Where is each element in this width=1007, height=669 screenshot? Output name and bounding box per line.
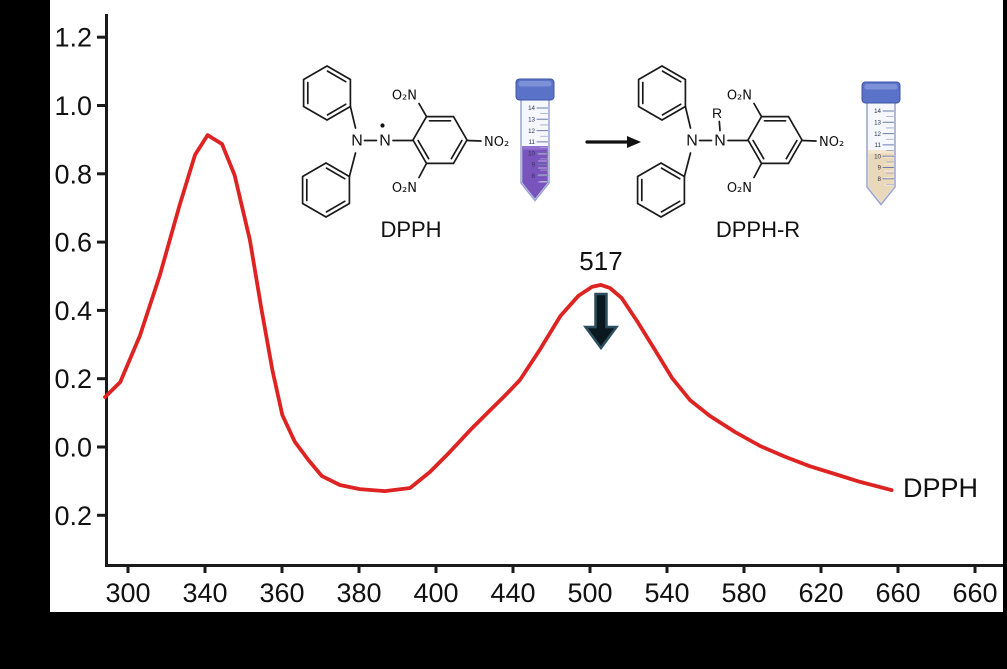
- tube-liquid-surface: [868, 150, 894, 154]
- y-tick-label: 0.8: [54, 159, 92, 189]
- tube-scale-number: 14: [528, 105, 535, 112]
- tube-scale-number: 11: [875, 142, 882, 149]
- x-tick-label: 340: [182, 578, 227, 608]
- double-bond: [325, 167, 346, 180]
- dpph-bonds: [348, 102, 482, 179]
- y-axis-ticks: 1.2 1.0 0.8 0.6 0.4 0.2 0.0 0.2: [54, 23, 105, 531]
- x-axis-ticks: 300 340 360 380 400 440 500 540 580 620 660 660: [105, 565, 998, 608]
- x-tick-label: 660: [952, 578, 997, 608]
- y-tick-label: 1.0: [54, 91, 92, 121]
- x-tick-label: 580: [721, 578, 766, 608]
- x-tick-label: 380: [336, 578, 381, 608]
- tube-scale-number: 11: [529, 139, 536, 146]
- x-tick-label: 540: [644, 578, 689, 608]
- x-tick-label: 500: [567, 578, 612, 608]
- x-tick-label: 300: [105, 578, 150, 608]
- y-tick-label: 1.2: [54, 23, 92, 53]
- tube-scale-number: 14: [874, 108, 881, 115]
- dpph-n2-atom: N: [379, 133, 391, 150]
- dpph-structure-label: DPPH: [380, 217, 441, 242]
- tube-scale-number: 9: [878, 165, 882, 172]
- dpph-r-nitro-top-label: O₂N: [727, 89, 752, 104]
- y-tick-label: 0.2: [54, 364, 92, 394]
- double-bond: [417, 139, 430, 160]
- absorbance-decrease-arrow-icon: [583, 292, 619, 351]
- dpph-r-nitro-right-label: NO₂: [819, 135, 844, 150]
- double-bond: [450, 139, 463, 160]
- dpph-r-tube-tan: 14 13 12 11 10 9 8: [861, 81, 901, 206]
- tube-liquid-surface: [522, 146, 548, 150]
- x-tick-label: 620: [798, 578, 843, 608]
- reaction-scheme-inset: N N O₂N NO₂ O₂N DPPH N N R O₂N NO₂ O₂N D…: [301, 65, 901, 242]
- tube-scale-number: 12: [874, 131, 881, 138]
- y-tick-label: 0.2: [54, 501, 92, 531]
- double-bond: [752, 139, 765, 160]
- double-bond: [785, 139, 798, 160]
- x-tick-label: 360: [259, 578, 304, 608]
- dpph-nitro-right-label: NO₂: [484, 135, 509, 150]
- tube-scale-number: 10: [528, 150, 535, 157]
- tube-scale-number: 9: [532, 162, 536, 169]
- dpph-n1-atom: N: [351, 133, 363, 150]
- y-tick-label: 0.4: [54, 296, 92, 326]
- double-bond: [326, 103, 347, 116]
- x-tick-label: 660: [875, 578, 920, 608]
- dpph-r-n2-atom: N: [714, 133, 726, 150]
- dpph-r-bonds: [683, 102, 817, 179]
- y-tick-label: 0.6: [54, 228, 92, 258]
- double-bond: [660, 167, 681, 180]
- dpph-r-nitro-bottom-label: O₂N: [727, 181, 752, 196]
- double-bond: [661, 103, 682, 116]
- tube-scale-number: 8: [878, 176, 882, 183]
- tube-graduations: 14 13 12 11 10 9 8: [874, 108, 894, 186]
- radical-dot: [380, 123, 385, 128]
- x-tick-label: 400: [413, 578, 458, 608]
- benzene-ring: [412, 115, 468, 165]
- tube-graduations: 14 13 12 11 10 9 8: [528, 105, 548, 183]
- y-tick-label: 0.0: [54, 433, 92, 463]
- r-group-label: R: [712, 105, 722, 121]
- curve-series-label: DPPH: [903, 473, 978, 503]
- x-tick-label: 440: [490, 578, 535, 608]
- double-bond: [660, 200, 681, 213]
- double-bond: [325, 200, 346, 213]
- tube-scale-number: 10: [874, 153, 881, 160]
- peak-wavelength-label: 517: [579, 246, 622, 276]
- plot-panel: 1.2 1.0 0.8 0.6 0.4 0.2 0.0 0.2 300 340 360 380 400…: [50, 0, 1003, 612]
- dpph-spectrum-curve: [103, 133, 894, 494]
- reaction-arrow-icon: [585, 136, 641, 148]
- dpph-tube-purple: 14 13 12 11 10 9 8: [515, 78, 555, 202]
- double-bond: [326, 70, 347, 83]
- series-dpph: [103, 133, 894, 494]
- dpph-r-structure-label: DPPH-R: [716, 217, 800, 242]
- benzene-ring: [636, 162, 686, 218]
- double-bond: [661, 70, 682, 83]
- dpph-nitro-top-label: O₂N: [392, 89, 417, 104]
- dpph-r-n1-atom: N: [686, 133, 698, 150]
- tube-cap-highlight: [864, 84, 898, 90]
- benzene-ring: [637, 65, 687, 121]
- benzene-ring: [301, 162, 351, 218]
- dpph-nitro-bottom-label: O₂N: [392, 181, 417, 196]
- tube-scale-number: 12: [528, 128, 535, 135]
- tube-liquid-tan: [868, 150, 894, 203]
- benzene-ring: [747, 115, 803, 165]
- tube-scale-number: 13: [874, 120, 881, 127]
- tube-scale-number: 8: [532, 173, 536, 180]
- tube-cap-highlight: [518, 81, 552, 87]
- spectrum-figure: 1.2 1.0 0.8 0.6 0.4 0.2 0.0 0.2 300 340 360 380 400…: [54, 14, 1003, 608]
- tube-scale-number: 13: [528, 117, 535, 124]
- benzene-ring: [302, 65, 352, 121]
